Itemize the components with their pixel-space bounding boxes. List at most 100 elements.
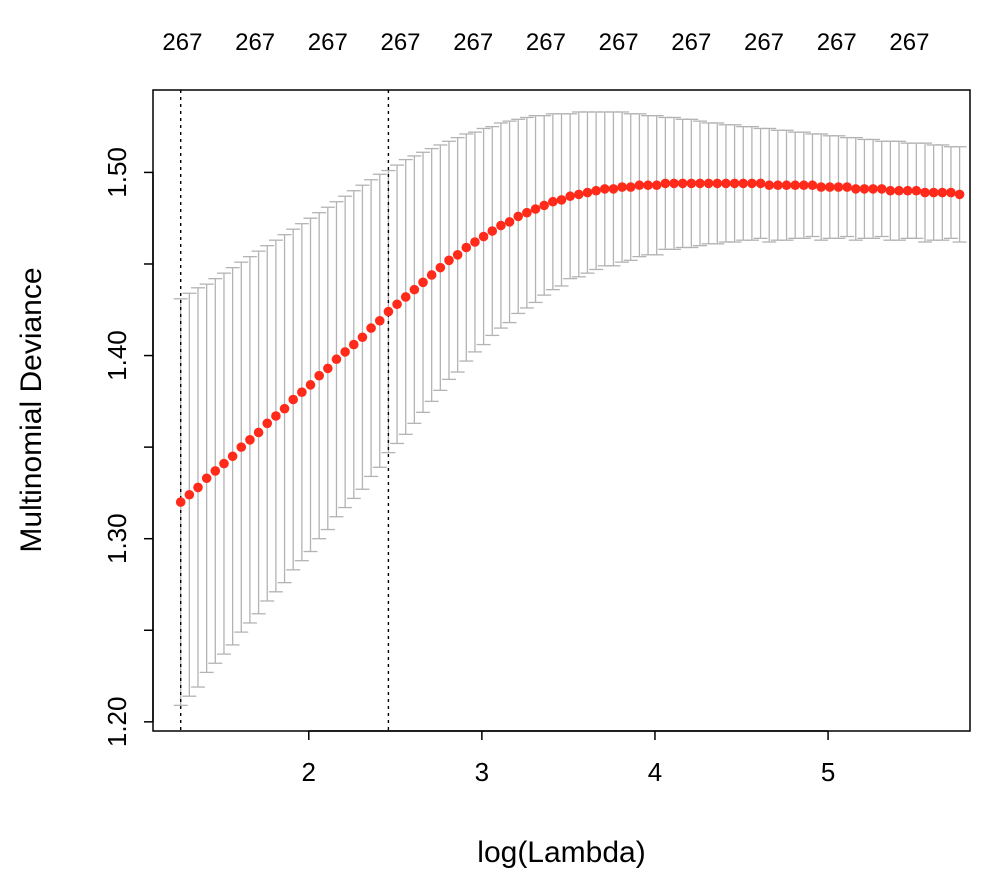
data-point <box>366 323 376 333</box>
data-point <box>608 184 619 194</box>
data-point <box>340 347 350 357</box>
data-point <box>773 180 783 191</box>
data-point <box>712 178 723 189</box>
data-point <box>781 180 792 191</box>
top-axis-label: 267 <box>744 29 784 56</box>
data-point <box>452 250 463 260</box>
data-point <box>565 191 575 202</box>
data-point <box>297 387 307 397</box>
data-point <box>599 184 610 194</box>
data-point <box>816 182 826 192</box>
data-point <box>755 178 766 189</box>
x-tick-label: 2 <box>302 757 316 787</box>
data-point <box>409 284 420 295</box>
top-axis-label: 267 <box>162 29 202 56</box>
top-axis-label: 267 <box>308 29 348 56</box>
data-point <box>253 427 264 438</box>
data-point <box>426 270 437 280</box>
data-point <box>625 182 636 192</box>
x-axis-title: log(Lambda) <box>477 836 645 869</box>
data-point <box>695 178 705 189</box>
data-point <box>634 180 645 191</box>
data-point <box>574 189 584 200</box>
data-point <box>876 184 887 194</box>
top-axis-label: 267 <box>889 29 929 56</box>
x-tick-label: 3 <box>475 757 489 787</box>
data-point <box>911 185 922 196</box>
data-point <box>461 242 472 253</box>
data-point <box>470 237 480 247</box>
data-point <box>400 292 411 302</box>
data-point <box>920 187 930 198</box>
y-tick-label: 1.50 <box>102 147 132 198</box>
data-point <box>833 182 844 192</box>
data-point <box>591 185 601 196</box>
data-point <box>721 178 731 189</box>
data-point <box>651 180 662 191</box>
data-point <box>738 178 749 189</box>
data-point <box>245 435 255 445</box>
data-point <box>530 204 541 214</box>
data-point <box>305 380 316 390</box>
data-point <box>314 370 324 381</box>
data-point <box>954 189 965 200</box>
y-tick-label: 1.20 <box>102 697 132 748</box>
data-point <box>539 200 549 211</box>
data-point <box>175 497 186 507</box>
top-axis-label: 267 <box>526 29 566 56</box>
data-point <box>348 339 359 350</box>
data-point <box>677 178 688 189</box>
data-point <box>210 466 221 476</box>
data-point <box>859 184 870 194</box>
reference-lines <box>179 90 390 731</box>
data-point <box>946 187 956 198</box>
data-point <box>357 332 368 343</box>
data-point <box>418 277 428 288</box>
data-point <box>227 451 238 462</box>
data-point <box>262 418 273 429</box>
data-point <box>236 442 247 452</box>
data-point <box>686 178 697 189</box>
y-tick-label: 1.40 <box>102 330 132 381</box>
x-tick-label: 4 <box>648 757 662 787</box>
data-point <box>850 184 861 194</box>
data-point <box>807 180 818 191</box>
data-point <box>643 180 653 191</box>
data-point <box>435 262 446 273</box>
data-point <box>902 185 913 196</box>
x-tick-label: 5 <box>821 757 835 787</box>
data-point <box>669 178 679 189</box>
data-point <box>323 363 333 374</box>
top-axis-label: 267 <box>599 29 639 56</box>
data-point <box>894 185 904 196</box>
data-point <box>790 180 800 191</box>
y-axis-title: Multinomial Deviance <box>15 267 48 552</box>
data-point <box>496 220 506 231</box>
data-point <box>937 187 948 198</box>
data-point <box>556 195 567 205</box>
data-point <box>703 178 714 189</box>
top-axis-label: 267 <box>671 29 711 56</box>
data-point <box>764 180 775 191</box>
data-point <box>928 187 939 198</box>
data-point <box>842 182 852 192</box>
data-point <box>729 178 740 189</box>
data-point <box>444 255 454 266</box>
data-point <box>487 226 498 236</box>
data-point <box>660 178 671 189</box>
top-axis-label: 267 <box>380 29 420 56</box>
data-point <box>331 354 342 365</box>
y-tick-label: 1.30 <box>102 513 132 564</box>
data-point <box>513 211 524 222</box>
data-point <box>271 411 281 421</box>
data-point <box>582 187 593 198</box>
data-point <box>747 178 757 189</box>
data-point <box>288 394 299 405</box>
top-axis: 267 267 267 267 267 267 267 267 267 267 267 <box>162 29 929 56</box>
data-point <box>184 489 195 500</box>
data-point <box>193 482 203 493</box>
data-point <box>279 403 290 414</box>
data-point <box>383 306 394 317</box>
data-point <box>824 182 835 192</box>
